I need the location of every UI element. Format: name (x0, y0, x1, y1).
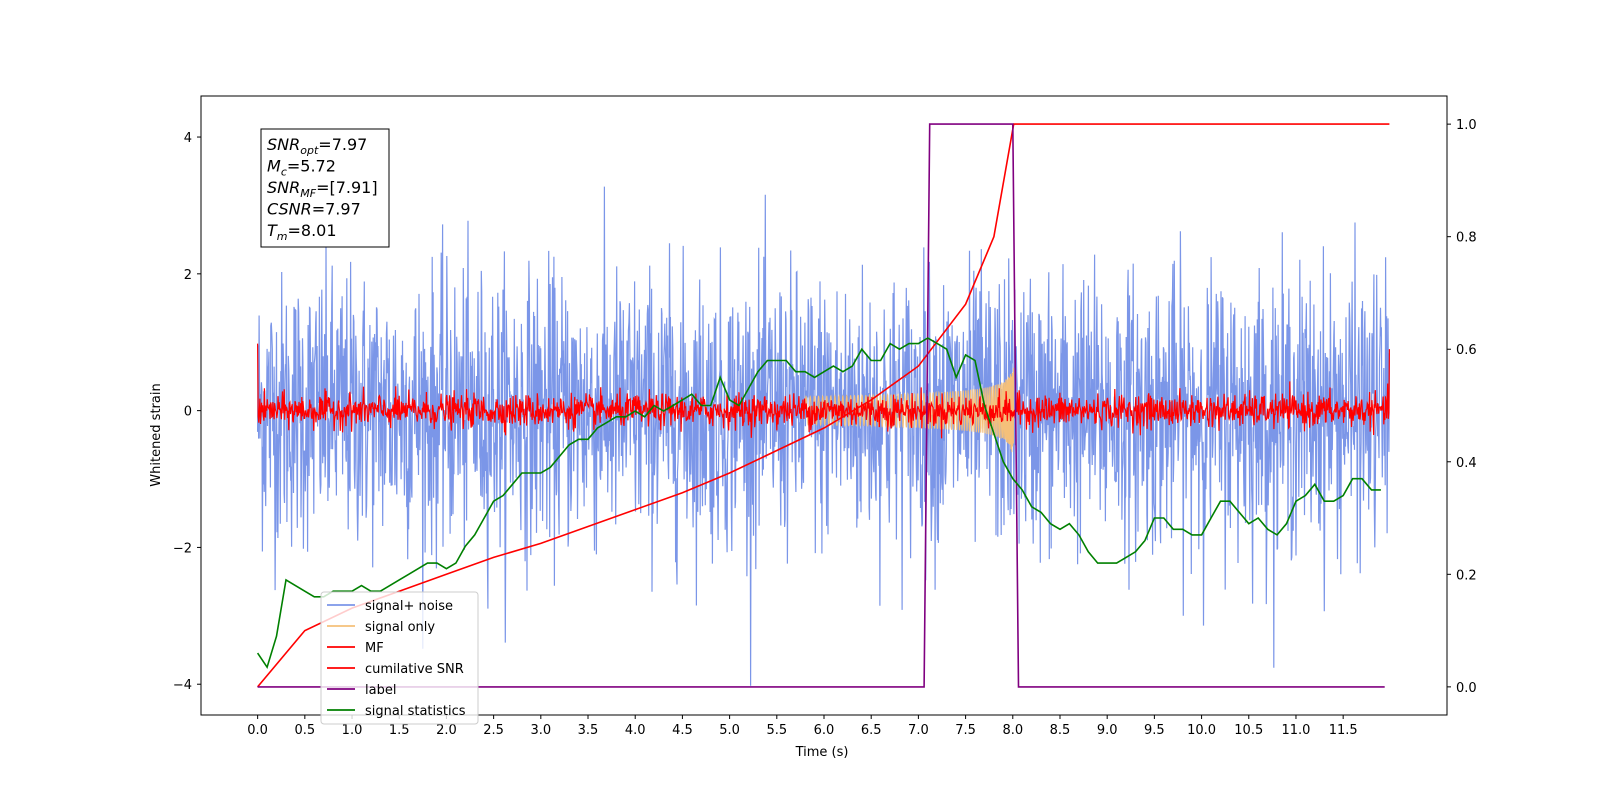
x-tick-label: 11.0 (1281, 723, 1310, 738)
series-signal-statistics (256, 337, 1381, 670)
series-label (257, 123, 1385, 688)
series-layer (256, 123, 1390, 688)
x-tick-label: 0.5 (294, 723, 315, 738)
x-tick-label: 6.5 (861, 723, 882, 738)
stats-line: SNRopt=7.97 (267, 135, 367, 157)
legend-frame (320, 591, 479, 725)
x-tick-label: 1.5 (389, 723, 410, 738)
legend-label: signal statistics (365, 704, 466, 719)
x-tick-label: 6.0 (814, 723, 835, 738)
legend-label: label (365, 683, 396, 698)
y-right-tick-label: 0.2 (1456, 568, 1477, 583)
x-tick-label: 0.0 (247, 723, 268, 738)
y-left-tick-label: 2 (184, 268, 192, 283)
series-mf (257, 343, 1390, 439)
y-left-tick-label: −2 (173, 541, 192, 556)
x-tick-label: 8.0 (1002, 723, 1023, 738)
y-right-tick-label: 0.6 (1456, 343, 1477, 358)
x-tick-label: 10.0 (1187, 723, 1216, 738)
series-cumulative-snr (256, 123, 1390, 688)
x-tick-label: 1.0 (342, 723, 363, 738)
x-tick-label: 9.5 (1144, 723, 1165, 738)
y-axis-title: Whitened strain (149, 383, 164, 486)
stats-line: Tm=8.01 (267, 221, 337, 243)
stats-line: SNRMF=[7.91] (267, 178, 378, 200)
x-axis-title: Time (s) (795, 745, 849, 760)
stats-line: CSNR=7.97 (267, 200, 361, 219)
x-tick-label: 2.0 (436, 723, 457, 738)
y-right-tick-label: 0.0 (1456, 681, 1477, 696)
y-left-tick-label: 4 (184, 131, 192, 146)
x-tick-label: 11.5 (1329, 723, 1358, 738)
x-tick-label: 4.5 (672, 723, 693, 738)
x-tick-label: 5.0 (719, 723, 740, 738)
y-left-tick-label: 0 (184, 405, 192, 420)
legend: signal+ noise signal only MF cumilative SNR… (320, 591, 479, 725)
legend-label: signal only (365, 620, 435, 635)
x-tick-label: 2.5 (483, 723, 504, 738)
legend-label: cumilative SNR (365, 662, 464, 677)
x-tick-label: 8.5 (1050, 723, 1071, 738)
y-left-tick-label: −4 (173, 678, 192, 693)
axes-layer: 0.0 0.5 1.0 1.5 2.0 2.5 3.0 3.5 4.0 4.5 5.0 5.5 6.0 6… (173, 118, 1477, 738)
x-tick-label: 7.5 (955, 723, 976, 738)
x-tick-label: 9.0 (1097, 723, 1118, 738)
x-tick-label: 3.5 (578, 723, 599, 738)
stats-line: Mc=5.72 (267, 157, 336, 179)
y-right-tick-label: 1.0 (1456, 118, 1477, 133)
legend-label: MF (365, 641, 384, 656)
legend-label: signal+ noise (365, 599, 453, 614)
y-right-tick-label: 0.4 (1456, 456, 1477, 471)
x-tick-label: 7.0 (908, 723, 929, 738)
stats-box-frame (260, 128, 390, 248)
x-tick-label: 5.5 (766, 723, 787, 738)
x-tick-label: 4.0 (625, 723, 646, 738)
y-right-tick-label: 0.8 (1456, 231, 1477, 246)
x-tick-label: 10.5 (1234, 723, 1263, 738)
x-tick-label: 3.0 (530, 723, 551, 738)
